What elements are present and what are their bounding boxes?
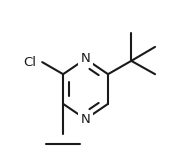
Text: N: N [81, 113, 90, 126]
Text: N: N [81, 52, 90, 65]
Text: Cl: Cl [23, 56, 36, 69]
